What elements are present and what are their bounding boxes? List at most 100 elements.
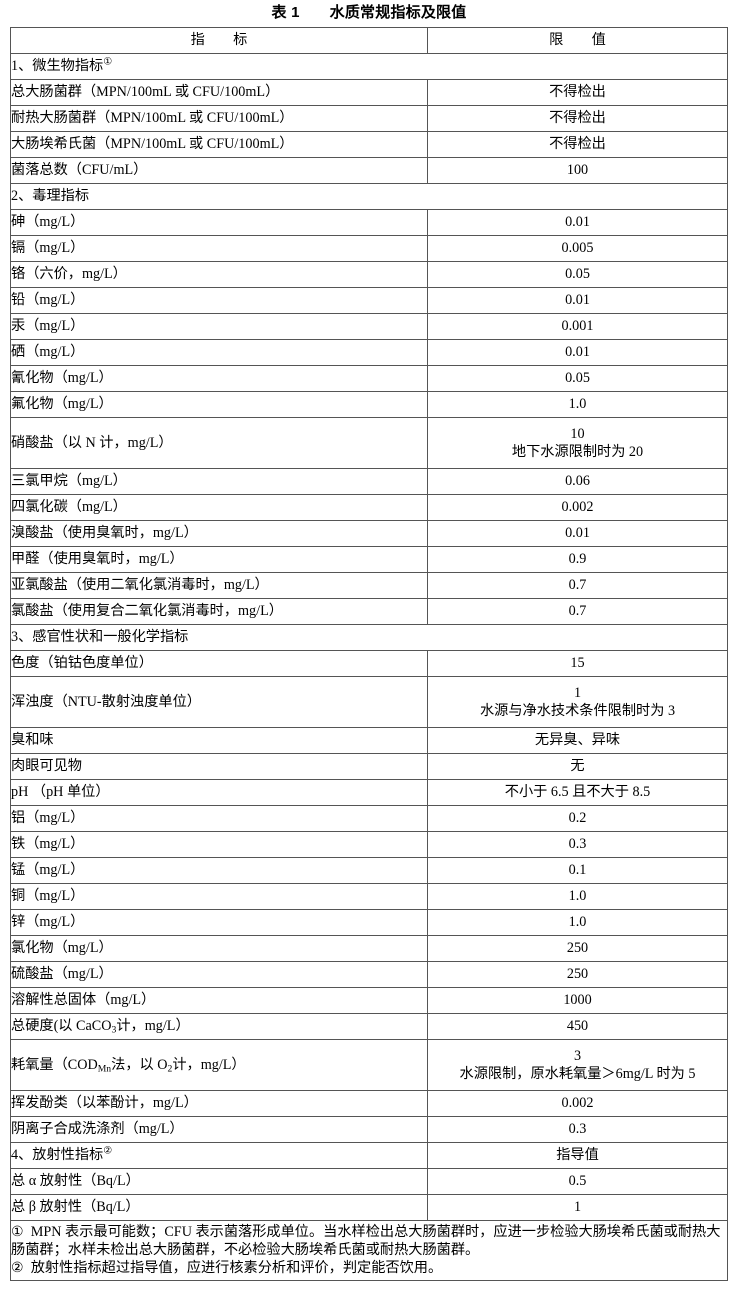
- limit-value-cell: 0.01: [427, 339, 728, 366]
- indicator-cell: 总硬度(以 CaCO3计，mg/L）: [10, 1013, 428, 1040]
- table-row: 铁（mg/L） 0.3: [10, 831, 728, 858]
- limit-value-primary: 3: [573, 1047, 582, 1064]
- section-heading-label: 4、放射性指标②: [10, 1142, 428, 1169]
- footnote-text: MPN 表示最可能数；CFU 表示菌落形成单位。当水样检出总大肠菌群时，应进一步…: [11, 1224, 721, 1259]
- indicator-cell: 浑浊度（NTU-散射浊度单位）: [10, 676, 428, 728]
- table-row: 汞（mg/L） 0.001: [10, 313, 728, 340]
- indicator-cell: 砷（mg/L）: [10, 209, 428, 236]
- indicator-cell: 总 β 放射性（Bq/L）: [10, 1194, 428, 1221]
- limit-value-cell: 0.005: [427, 235, 728, 262]
- indicator-cell: 溶解性总固体（mg/L）: [10, 987, 428, 1014]
- table-row: 耗氧量（CODMn法，以 O2计，mg/L） 3 水源限制，原水耗氧量＞6mg/L …: [10, 1039, 728, 1091]
- table-row: 肉眼可见物无: [10, 753, 728, 780]
- limit-value-cell: 0.3: [427, 1116, 728, 1143]
- footnote-item: ② 放射性指标超过指导值，应进行核素分析和评价，判定能否饮用。: [11, 1259, 727, 1277]
- section-heading-row: 2、毒理指标: [10, 183, 728, 210]
- indicator-cell: 铜（mg/L）: [10, 883, 428, 910]
- limit-value-cell: 不得检出: [427, 79, 728, 106]
- table-row: 浑浊度（NTU-散射浊度单位） 1 水源与净水技术条件限制时为 3: [10, 676, 728, 728]
- table-row: 耐热大肠菌群（MPN/100mL 或 CFU/100mL） 不得检出: [10, 105, 728, 132]
- table-row: 阴离子合成洗涤剂（mg/L） 0.3: [10, 1116, 728, 1143]
- limit-value-cell: 0.3: [427, 831, 728, 858]
- limit-value-cell: 0.01: [427, 209, 728, 236]
- indicator-cell: 三氯甲烷（mg/L）: [10, 468, 428, 495]
- indicator-cell: 铬（六价，mg/L）: [10, 261, 428, 288]
- section-heading-label: 2、毒理指标: [10, 183, 728, 210]
- limit-value-cell: 450: [427, 1013, 728, 1040]
- indicator-cell: 氟化物（mg/L）: [10, 391, 428, 418]
- limit-value-note: 水源限制，原水耗氧量＞6mg/L 时为 5: [459, 1066, 696, 1082]
- indicator-cell: 锰（mg/L）: [10, 857, 428, 884]
- column-header-limit: 限 值: [427, 27, 728, 54]
- limit-value-cell: 0.5: [427, 1168, 728, 1195]
- table-row: 臭和味 无异臭、异味: [10, 727, 728, 754]
- footnote-item: ① MPN 表示最可能数；CFU 表示菌落形成单位。当水样检出总大肠菌群时，应进一…: [11, 1223, 727, 1259]
- table-row: 锌（mg/L） 1.0: [10, 909, 728, 936]
- indicator-cell: 铁（mg/L）: [10, 831, 428, 858]
- indicator-cell: 总 α 放射性（Bq/L）: [10, 1168, 428, 1195]
- table-row: 氟化物（mg/L） 1.0: [10, 391, 728, 418]
- table-row: 铝（mg/L） 0.2: [10, 805, 728, 832]
- table-title: 表 1 水质常规指标及限值: [0, 0, 738, 24]
- table-row: 溴酸盐（使用臭氧时，mg/L） 0.01: [10, 520, 728, 547]
- indicator-cell: 大肠埃希氏菌（MPN/100mL 或 CFU/100mL）: [10, 131, 428, 158]
- limit-value-cell: 无: [427, 753, 728, 780]
- limit-value-cell: 1000: [427, 987, 728, 1014]
- table-row: 硫酸盐（mg/L） 250: [10, 961, 728, 988]
- indicator-cell: 氰化物（mg/L）: [10, 365, 428, 392]
- indicator-cell: 氯化物（mg/L）: [10, 935, 428, 962]
- section-heading-limit: 指导值: [427, 1142, 728, 1169]
- table-row: 总 α 放射性（Bq/L） 0.5: [10, 1168, 728, 1195]
- limit-value-primary: 10: [570, 425, 585, 442]
- table-row: 溶解性总固体（mg/L） 1000: [10, 987, 728, 1014]
- indicator-cell: 总大肠菌群（MPN/100mL 或 CFU/100mL）: [10, 79, 428, 106]
- indicator-cell: 硒（mg/L）: [10, 339, 428, 366]
- limit-value-note: 水源与净水技术条件限制时为 3: [479, 703, 676, 719]
- indicator-cell: 锌（mg/L）: [10, 909, 428, 936]
- indicator-cell: pH （pH 单位）: [10, 779, 428, 806]
- water-quality-table: 指 标限 值 1、微生物指标① 总大肠菌群（MPN/100mL 或 CFU/100m…: [10, 27, 728, 1281]
- footnote-ref-marker: ②: [103, 1145, 113, 1157]
- table-row: 砷（mg/L） 0.01: [10, 209, 728, 236]
- table-footnotes-row: ① MPN 表示最可能数；CFU 表示菌落形成单位。当水样检出总大肠菌群时，应进一…: [10, 1220, 728, 1281]
- indicator-cell: 镉（mg/L）: [10, 235, 428, 262]
- footnote-marker: ①: [11, 1224, 24, 1240]
- limit-value-note: 地下水源限制时为 20: [511, 444, 644, 460]
- table-row: 铜（mg/L） 1.0: [10, 883, 728, 910]
- table-row: 硒（mg/L） 0.01: [10, 339, 728, 366]
- indicator-cell: 硫酸盐（mg/L）: [10, 961, 428, 988]
- limit-value-cell: 0.002: [427, 1090, 728, 1117]
- limit-value-cell: 无异臭、异味: [427, 727, 728, 754]
- footnotes-cell: ① MPN 表示最可能数；CFU 表示菌落形成单位。当水样检出总大肠菌群时，应进一…: [10, 1220, 728, 1281]
- footnote-marker: ②: [11, 1260, 24, 1277]
- table-row: 铬（六价，mg/L） 0.05: [10, 261, 728, 288]
- indicator-cell: 菌落总数（CFU/mL）: [10, 157, 428, 184]
- limit-value-cell: 不得检出: [427, 131, 728, 158]
- section-heading-row: 3、感官性状和一般化学指标: [10, 624, 728, 651]
- table-row: 氰化物（mg/L） 0.05: [10, 365, 728, 392]
- table-row: 总 β 放射性（Bq/L） 1: [10, 1194, 728, 1221]
- indicator-cell: 挥发酚类（以苯酚计，mg/L）: [10, 1090, 428, 1117]
- table-row: 四氯化碳（mg/L） 0.002: [10, 494, 728, 521]
- indicator-cell: 耐热大肠菌群（MPN/100mL 或 CFU/100mL）: [10, 105, 428, 132]
- indicator-cell: 色度（铂钴色度单位）: [10, 650, 428, 677]
- table-title-text: 水质常规指标及限值: [329, 4, 467, 21]
- indicator-cell: 耗氧量（CODMn法，以 O2计，mg/L）: [10, 1039, 428, 1091]
- limit-value-cell: 0.001: [427, 313, 728, 340]
- indicator-cell: 溴酸盐（使用臭氧时，mg/L）: [10, 520, 428, 547]
- limit-value-cell: 0.7: [427, 572, 728, 599]
- limit-value-cell: 0.01: [427, 287, 728, 314]
- indicator-cell: 汞（mg/L）: [10, 313, 428, 340]
- table-row: 总硬度(以 CaCO3计，mg/L） 450: [10, 1013, 728, 1040]
- limit-value-cell: 15: [427, 650, 728, 677]
- indicator-cell: 亚氯酸盐（使用二氧化氯消毒时，mg/L）: [10, 572, 428, 599]
- limit-value-cell: 0.01: [427, 520, 728, 547]
- table-row: 镉（mg/L） 0.005: [10, 235, 728, 262]
- section-heading-label: 3、感官性状和一般化学指标: [10, 624, 728, 651]
- indicator-cell: 硝酸盐（以 N 计，mg/L）: [10, 417, 428, 469]
- limit-value-cell: 1.0: [427, 883, 728, 910]
- limit-value-primary: 1: [573, 684, 582, 701]
- table-row: 氯酸盐（使用复合二氧化氯消毒时，mg/L） 0.7: [10, 598, 728, 625]
- indicator-cell: 臭和味: [10, 727, 428, 754]
- section-heading-row: 1、微生物指标①: [10, 53, 728, 80]
